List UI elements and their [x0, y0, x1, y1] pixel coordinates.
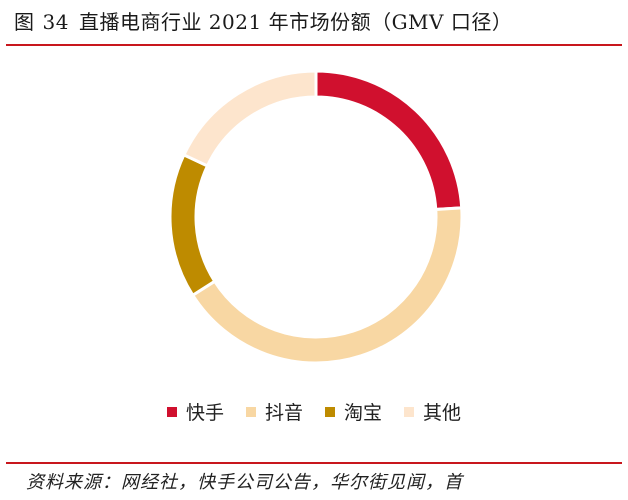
legend-label: 其他 [423, 402, 462, 424]
legend-label: 抖音 [264, 402, 303, 424]
donut-slice-4 [181, 69, 318, 168]
donut-slice-3 [168, 152, 217, 298]
legend-item-2: 抖音 [245, 398, 303, 425]
legend-label: 淘宝 [344, 402, 383, 424]
legend-item-1: 快手 [166, 398, 224, 425]
figure-label: 图 [14, 10, 35, 34]
legend-label: 快手 [185, 402, 224, 424]
chart-legend: 快手 抖音 淘宝 其他 [0, 398, 628, 425]
donut-slices [168, 69, 464, 365]
source-note: 资料来源：网经社，快手公司公告，华尔街见闻，首 [26, 472, 463, 493]
figure-number: 34 [42, 10, 69, 34]
donut-slice-1 [314, 69, 464, 212]
chart-title: 直播电商行业 2021 年市场份额（GMV 口径） [78, 10, 513, 34]
legend-item-4: 其他 [404, 398, 461, 425]
top-rule [6, 44, 622, 46]
legend-swatch [245, 406, 256, 417]
legend-item-3: 淘宝 [325, 398, 382, 425]
donut-slice-2 [190, 206, 464, 365]
legend-swatch [404, 406, 415, 417]
donut-chart [168, 69, 464, 365]
bottom-rule [6, 462, 622, 464]
figure-title: 图 34 直播电商行业 2021 年市场份额（GMV 口径） [14, 6, 512, 35]
legend-swatch [166, 406, 177, 417]
legend-swatch [325, 406, 335, 417]
